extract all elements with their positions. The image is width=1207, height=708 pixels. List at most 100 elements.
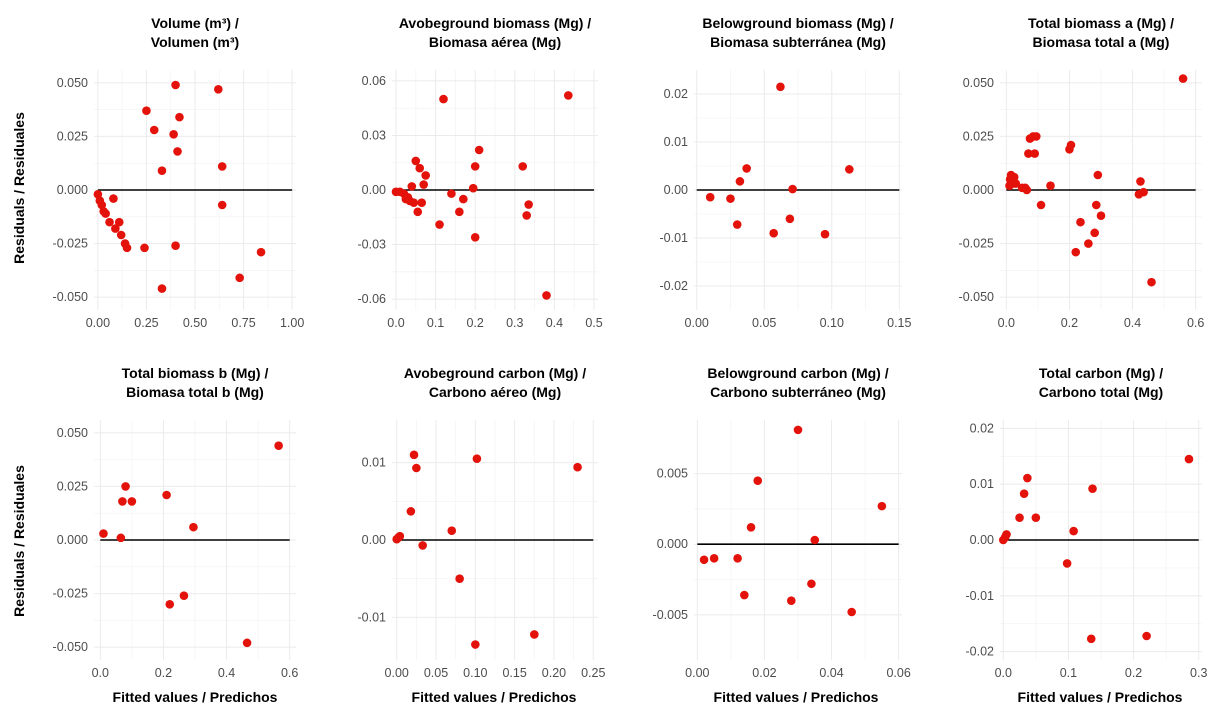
x-tick-label: 0.0: [92, 666, 109, 680]
y-tick-label: 0.02: [970, 421, 994, 435]
x-tick-label: 0.3: [506, 316, 523, 330]
panel-title: Biomasa aérea (Mg): [429, 34, 561, 50]
data-point: [733, 554, 742, 563]
data-point: [740, 590, 749, 600]
x-axis-label-col4: Fitted values / Predichos: [1018, 689, 1183, 705]
data-point: [1019, 489, 1029, 498]
data-point: [407, 182, 417, 191]
data-point: [421, 171, 430, 180]
data-point: [470, 162, 480, 171]
data-point: [418, 541, 427, 550]
data-point: [412, 463, 421, 473]
panel-2: 0.0 0.1 0.2 0.3 0.4 0.5 -0.06 -0.03 0.00 0.03 0.06…: [358, 15, 603, 330]
x-tick-label: 0.1: [427, 316, 444, 330]
x-tick-label: 0.00: [685, 316, 709, 330]
data-point: [847, 607, 856, 617]
data-point: [256, 247, 266, 257]
data-point: [235, 273, 244, 283]
data-point: [470, 232, 480, 242]
x-tick-label: 0.25: [134, 316, 158, 330]
data-point: [522, 211, 531, 220]
y-tick-label: -0.050: [959, 290, 994, 304]
x-tick-label: 0.00: [385, 666, 409, 680]
data-point: [1011, 179, 1021, 188]
x-tick-label: 0.0: [995, 666, 1012, 680]
y-axis-label-top: Residuals / Residuales: [11, 112, 27, 264]
y-tick-label: -0.025: [53, 587, 88, 601]
data-point: [455, 207, 464, 217]
data-point: [114, 217, 124, 227]
panel-title: Carbono aéreo (Mg): [429, 384, 561, 400]
data-point: [1023, 473, 1032, 483]
data-point: [179, 591, 189, 601]
panel-title: Avobeground carbon (Mg) /: [404, 365, 586, 381]
data-point: [1009, 172, 1019, 182]
x-tick-label: 0.10: [820, 316, 844, 330]
data-point: [1062, 559, 1072, 568]
panel-title: Biomasa total a (Mg): [1033, 34, 1170, 50]
data-point: [118, 497, 127, 506]
x-tick-label: 0.00: [86, 316, 110, 330]
y-tick-label: 0.06: [362, 74, 386, 88]
x-tick-label: 0.02: [752, 666, 776, 680]
y-tick-label: 0.005: [657, 467, 688, 481]
data-point: [1142, 631, 1151, 641]
data-point: [435, 220, 444, 229]
x-tick-label: 0.4: [1124, 316, 1141, 330]
panel-title: Volume (m³) /: [151, 15, 239, 31]
data-point: [99, 529, 108, 538]
data-point: [171, 241, 180, 251]
panel-title: Volumen (m³): [151, 34, 239, 50]
x-tick-label: 0.0: [387, 316, 404, 330]
x-tick-label: 0.04: [819, 666, 843, 680]
y-tick-label: -0.005: [653, 608, 688, 622]
data-point: [409, 198, 419, 208]
data-point: [439, 94, 448, 104]
data-point: [1036, 200, 1046, 210]
panel-title: Total biomass b (Mg) /: [122, 365, 269, 381]
panel-title: Belowground biomass (Mg) /: [702, 15, 893, 31]
data-point: [709, 554, 719, 563]
data-point: [1030, 149, 1040, 158]
data-point: [140, 243, 149, 253]
data-point: [1093, 170, 1103, 180]
data-point: [121, 482, 130, 491]
data-point: [793, 425, 803, 435]
data-point: [1096, 211, 1106, 221]
data-point: [447, 526, 457, 536]
panel-7: 0.00 0.02 0.04 0.06 -0.005 0.000 0.005 Belowgro…: [653, 365, 911, 680]
data-point: [162, 490, 171, 500]
data-point: [735, 177, 745, 186]
y-tick-label: 0.00: [664, 183, 688, 197]
panel-title: Total carbon (Mg) /: [1039, 365, 1163, 381]
data-point: [122, 243, 132, 253]
y-tick-label: 0.050: [57, 76, 88, 90]
data-point: [699, 555, 709, 565]
data-point: [217, 162, 227, 171]
data-point: [1071, 247, 1081, 257]
data-point: [1031, 513, 1041, 522]
x-tick-label: 0.4: [546, 316, 563, 330]
data-point: [409, 450, 419, 460]
x-tick-label: 0.2: [1125, 666, 1142, 680]
data-point: [157, 166, 167, 176]
y-tick-label: -0.01: [660, 231, 689, 245]
data-point: [542, 291, 551, 300]
data-point: [1015, 513, 1024, 522]
x-tick-label: 0.15: [887, 316, 911, 330]
y-tick-label: -0.01: [358, 610, 387, 624]
data-point: [1086, 634, 1096, 644]
data-point: [105, 217, 114, 227]
data-point: [1139, 187, 1148, 197]
data-point: [419, 180, 428, 189]
data-point: [474, 145, 484, 155]
y-axis-label-bottom: Residuals / Residuales: [11, 465, 27, 617]
data-point: [1178, 74, 1188, 83]
data-point: [732, 220, 742, 229]
data-point: [573, 462, 582, 472]
data-point: [274, 441, 283, 451]
data-point: [116, 230, 126, 240]
panel-title: Carbono total (Mg): [1039, 384, 1163, 400]
panel-5: 0.0 0.2 0.4 0.6 -0.050 -0.025 0.000 0.025 0.050 T…: [53, 365, 299, 680]
data-point: [111, 224, 120, 233]
